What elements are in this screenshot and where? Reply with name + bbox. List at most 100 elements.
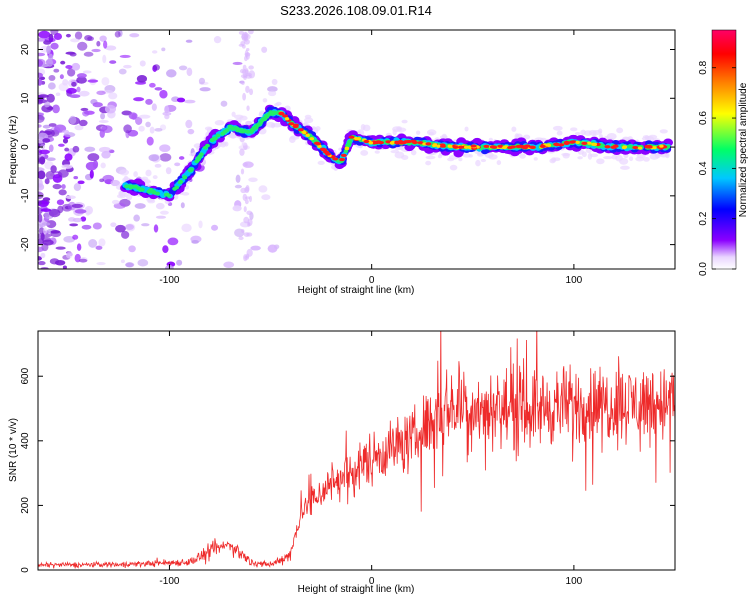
noise-blob	[126, 224, 133, 228]
noise-blob	[174, 162, 181, 167]
haze-blob	[549, 158, 556, 164]
haze-blob	[606, 133, 617, 140]
haze-blob	[603, 155, 613, 160]
haze-blob	[415, 130, 421, 135]
ridge-blob	[138, 187, 144, 192]
noise-blob	[114, 30, 121, 38]
noise-blob	[49, 258, 60, 265]
noise-blob	[164, 114, 170, 120]
noise-blob	[155, 202, 165, 210]
noise-blob	[249, 88, 254, 96]
noise-blob	[92, 222, 102, 230]
ridge-core	[288, 122, 295, 126]
haze-blob	[220, 142, 227, 148]
ridge-blob	[148, 187, 154, 192]
haze-blob	[449, 164, 458, 171]
noise-blob	[223, 261, 235, 268]
noise-blob	[80, 216, 87, 222]
ridge-blob	[164, 192, 170, 197]
ridge-core	[610, 145, 617, 149]
ridge-core	[637, 146, 643, 150]
snr-frame	[37, 330, 676, 571]
ridge-blob	[248, 129, 254, 134]
noise-blob	[151, 50, 158, 54]
noise-blob	[59, 74, 64, 80]
noise-blob	[242, 193, 248, 201]
haze-blob	[580, 129, 587, 136]
noise-blob	[44, 101, 51, 108]
noise-blob	[162, 245, 169, 254]
noise-blob	[101, 77, 110, 86]
noise-blob	[245, 85, 250, 94]
noise-blob	[271, 78, 278, 86]
ridge-core	[339, 157, 346, 162]
haze-blob	[234, 114, 244, 120]
haze-blob	[119, 169, 130, 176]
noise-blob	[118, 68, 127, 75]
noise-blob	[149, 126, 155, 134]
noise-blob	[234, 184, 242, 189]
colorbar-tick-label: 0.2	[698, 211, 709, 225]
noise-blob	[96, 40, 101, 47]
noise-blob	[65, 87, 77, 94]
haze-blob	[426, 129, 437, 136]
haze-blob	[511, 126, 517, 132]
noise-blob	[154, 87, 163, 91]
noise-blob	[45, 170, 55, 180]
noise-blob	[67, 68, 76, 77]
ridge-core	[417, 141, 424, 145]
haze-blob	[523, 134, 531, 140]
noise-blob	[76, 73, 87, 79]
haze-blob	[619, 157, 629, 165]
noise-blob	[178, 65, 188, 71]
noise-blob	[167, 237, 179, 246]
haze-blob	[598, 128, 603, 134]
noise-blob	[61, 129, 70, 134]
haze-blob	[519, 153, 526, 159]
noise-blob	[159, 89, 168, 99]
colorbar-tick-label: 0.0	[698, 262, 709, 276]
ridge-blob	[347, 139, 352, 144]
noise-blob	[46, 45, 52, 54]
noise-blob	[164, 105, 170, 114]
noise-blob	[38, 179, 43, 188]
noise-blob	[82, 70, 92, 74]
ridge-core	[348, 135, 355, 139]
noise-blob	[38, 124, 42, 128]
ridge-core	[436, 144, 441, 148]
noise-blob	[38, 78, 43, 86]
ridge-core	[410, 139, 417, 143]
noise-blob	[64, 153, 73, 161]
haze-blob	[659, 129, 668, 134]
ridge-core	[621, 146, 627, 150]
noise-blob	[58, 82, 69, 92]
ridge-core	[340, 153, 347, 157]
noise-blob	[258, 185, 268, 193]
noise-blob	[61, 164, 73, 169]
ridge-core	[515, 144, 522, 149]
haze-blob	[184, 184, 190, 190]
noise-blob	[81, 224, 92, 230]
noise-blob	[38, 37, 47, 42]
ridge-core	[546, 143, 552, 148]
noise-blob	[138, 125, 145, 132]
noise-blob	[151, 103, 157, 111]
ridge-core	[570, 140, 577, 144]
noise-blob	[53, 32, 63, 41]
noise-blob	[198, 77, 206, 85]
haze-blob	[392, 129, 397, 136]
noise-blob	[71, 81, 77, 87]
ridge-core	[422, 142, 427, 146]
noise-blob	[76, 243, 82, 251]
haze-blob	[643, 156, 650, 162]
noise-blob	[73, 183, 82, 192]
noise-blob	[165, 167, 172, 175]
noise-blob	[77, 180, 85, 185]
spectrogram-y-label: Frequency (Hz)	[8, 116, 19, 185]
noise-blob	[39, 156, 46, 165]
noise-blob	[149, 82, 156, 88]
noise-blob	[98, 146, 111, 153]
noise-blob	[42, 227, 48, 235]
colorbar: 0.0 0.2 0.4 0.6 0.8 Normalized spectral ampl…	[698, 29, 749, 276]
